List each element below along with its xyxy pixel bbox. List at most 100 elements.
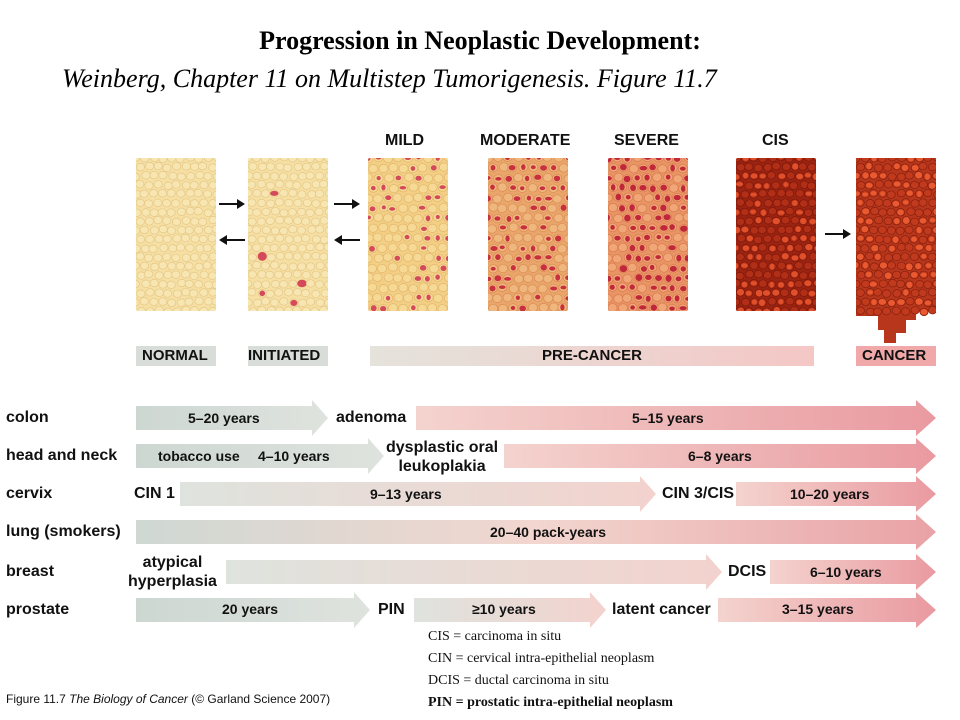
tissue-nucleus	[608, 158, 612, 163]
tissue-cell	[622, 274, 633, 284]
tissue-cell	[284, 198, 294, 208]
tissue-cell	[628, 164, 639, 174]
tissue-cell	[136, 289, 146, 298]
tissue-nucleus	[920, 272, 927, 277]
figure-caption: Figure 11.7 The Biology of Cancer (© Gar…	[6, 692, 330, 706]
tissue-cell	[279, 158, 289, 162]
tissue-cell	[563, 193, 568, 203]
tissue-nucleus	[488, 276, 492, 282]
tissue-cell	[257, 305, 267, 311]
tissue-nucleus	[639, 165, 648, 171]
tissue-cell	[562, 254, 568, 264]
tissue-nucleus	[787, 244, 793, 252]
tissue-cell	[749, 261, 759, 270]
tissue-nucleus	[865, 182, 873, 188]
tissue-cell	[886, 226, 896, 235]
tissue-cell	[212, 172, 216, 181]
tissue-nucleus	[934, 281, 936, 287]
tissue-moderate	[488, 158, 568, 311]
tissue-cell	[882, 306, 892, 316]
tissue-cell	[744, 181, 754, 191]
tissue-cell	[270, 261, 280, 270]
tissue-cell	[904, 225, 914, 235]
tissue-cell	[158, 158, 168, 164]
tissue-nucleus	[669, 224, 675, 230]
tissue-nucleus	[551, 165, 557, 171]
tissue-nucleus	[488, 254, 491, 261]
tissue-cell	[140, 158, 150, 163]
tissue-cell	[311, 199, 321, 208]
tissue-cell	[798, 307, 808, 311]
tissue-nucleus	[609, 284, 615, 290]
tissue-cell	[144, 199, 154, 208]
tissue-cell	[795, 189, 805, 198]
tissue-cell	[248, 162, 258, 171]
tissue-cell	[324, 226, 328, 235]
tissue-nucleus	[684, 255, 688, 262]
tissue-cell	[488, 224, 497, 234]
tissue-cell	[931, 298, 936, 307]
tissue-cell	[265, 289, 275, 299]
tissue-cell	[323, 243, 328, 252]
tissue-cell	[266, 162, 276, 171]
tissue-cell	[882, 289, 892, 298]
tissue-cell	[427, 182, 438, 192]
prostate-duration-1: 20 years	[222, 601, 279, 617]
breast-dcis: DCIS	[728, 563, 767, 580]
tissue-cell	[288, 244, 298, 253]
tissue-cell	[319, 216, 328, 225]
tissue-cell	[319, 162, 328, 171]
tissue-cell	[260, 158, 270, 163]
tissue-nucleus	[381, 205, 386, 210]
tissue-cell	[877, 158, 887, 163]
tissue-nucleus	[534, 174, 542, 180]
tissue-cell	[175, 262, 185, 271]
tissue-nucleus	[297, 279, 307, 288]
tissue-nucleus	[736, 174, 740, 180]
tissue-cell	[378, 164, 389, 174]
tissue-nucleus	[857, 235, 864, 241]
band-initiated-label: INITIATED	[248, 347, 321, 364]
tissue-cell	[265, 181, 275, 190]
tissue-cell	[198, 162, 208, 171]
tissue-cell	[320, 199, 328, 209]
tissue-cell	[403, 293, 414, 303]
tissue-cell	[211, 225, 216, 234]
tissue-nucleus	[911, 164, 919, 171]
tissue-nucleus	[796, 210, 804, 215]
tissue-cell	[293, 198, 303, 208]
tissue-nucleus	[440, 265, 447, 272]
tissue-nucleus	[788, 281, 794, 288]
tissue-cell	[283, 163, 293, 172]
tissue-cell	[637, 203, 648, 213]
tissue-nucleus	[736, 262, 739, 270]
tissue-cell	[781, 162, 791, 171]
tissue-nucleus	[445, 235, 448, 242]
tissue-cell	[248, 307, 258, 311]
tissue-cell	[407, 264, 418, 274]
tissue-cell	[301, 288, 311, 298]
tissue-cell	[136, 279, 140, 288]
tissue-cell	[753, 163, 763, 173]
tissue-cell	[438, 203, 448, 213]
tissue-nucleus	[861, 225, 869, 233]
tissue-nucleus	[498, 285, 506, 289]
tissue-nucleus	[880, 191, 885, 196]
tissue-cell	[652, 172, 663, 182]
tissue-nucleus	[635, 295, 643, 300]
tissue-cell	[488, 158, 494, 163]
tissue-nucleus	[644, 174, 650, 181]
tissue-cell	[417, 163, 428, 173]
tissue-nucleus	[530, 245, 536, 252]
tissue-nucleus	[808, 308, 815, 311]
headneck-tobacco: tobacco use	[158, 448, 240, 464]
tissue-cell	[171, 180, 181, 189]
tissue-cell	[807, 163, 816, 172]
tissue-cell	[266, 199, 276, 208]
tissue-cell	[736, 297, 740, 307]
tissue-cell	[423, 173, 434, 183]
tissue-nucleus	[375, 158, 382, 160]
tissue-nucleus	[791, 289, 798, 296]
tissue-cell	[275, 234, 285, 243]
tissue-cell	[378, 222, 389, 232]
